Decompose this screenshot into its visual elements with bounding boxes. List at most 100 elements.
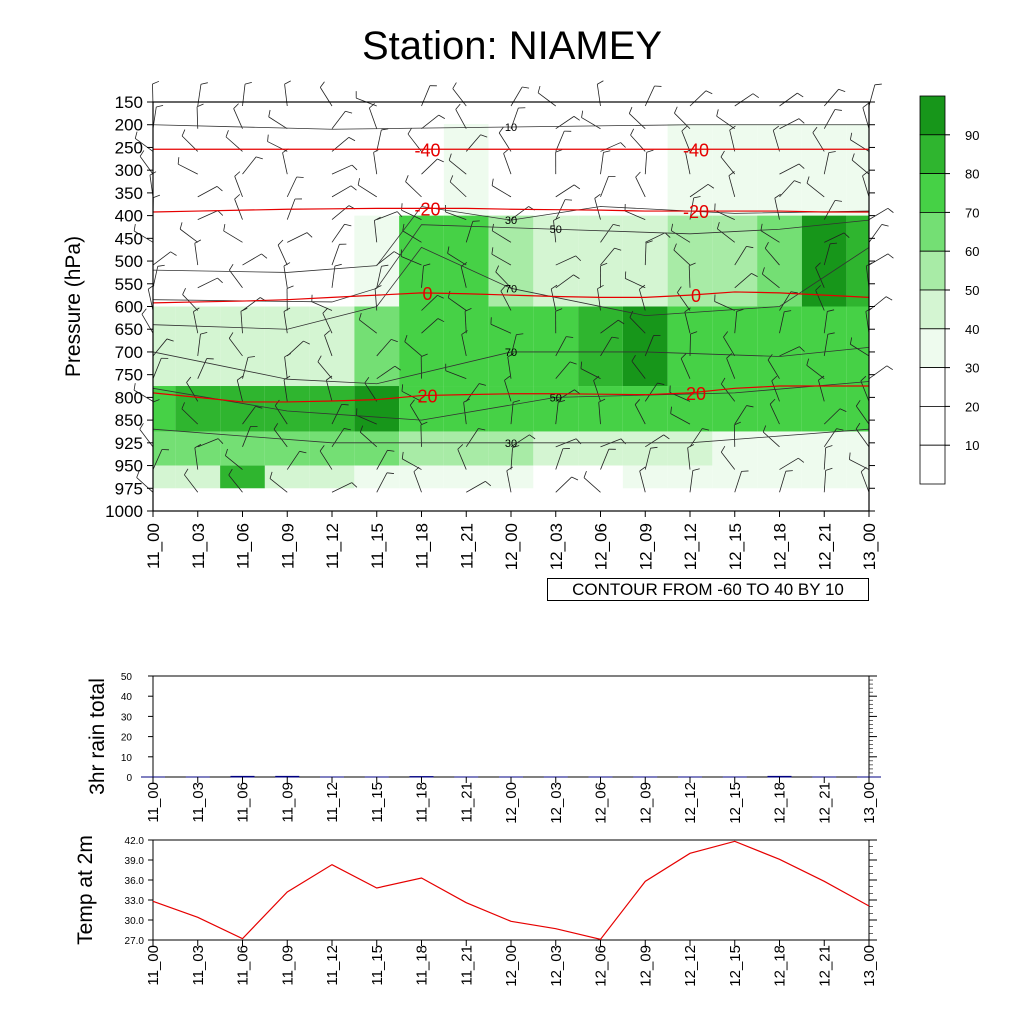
rh-cell: [175, 215, 221, 307]
temp2m-line: [152, 840, 870, 941]
y-tick-label: 250: [115, 138, 143, 157]
wind-barb-flag: [283, 307, 291, 312]
wind-barb-flag: [498, 127, 504, 134]
wind-barb: [331, 110, 346, 129]
wind-barb: [764, 248, 780, 266]
wind-barb: [322, 313, 333, 334]
wind-barb: [823, 89, 839, 107]
wind-barb: [273, 428, 288, 448]
rain-y-tick-label: 10: [121, 753, 133, 764]
wind-barb-flag: [689, 262, 696, 267]
wind-barb: [331, 482, 352, 493]
wind-barb: [376, 365, 396, 379]
wind-barb: [555, 336, 567, 357]
wind-barb-flag: [369, 103, 375, 109]
wind-barb-flag: [611, 336, 619, 339]
wind-barb: [495, 271, 512, 289]
wind-barb: [760, 230, 780, 243]
wind-barb-flag: [825, 445, 833, 448]
wind-barb: [855, 428, 870, 448]
wind-barb-flag: [574, 389, 581, 395]
wind-barb: [402, 230, 422, 243]
wind-barb-flag: [267, 134, 269, 142]
wind-barb-flag: [228, 468, 233, 476]
temp-x-tick-label: 12_18: [772, 945, 789, 987]
rh-cell: [578, 386, 623, 432]
wind-barb: [225, 455, 243, 470]
wind-barb-flag: [855, 400, 861, 407]
wind-barb: [228, 474, 243, 493]
rh-cell: [153, 306, 176, 387]
rh-contour-line: [152, 428, 870, 444]
wind-barb: [689, 90, 707, 107]
wind-barb-flag: [785, 470, 793, 472]
wind-barb-flag: [299, 450, 307, 454]
rain-y-tick-label: 0: [126, 773, 132, 784]
rain-y-tick-label: 20: [121, 733, 133, 744]
rh-contour-lines: 10 30 50 70 70 50 30: [152, 122, 870, 450]
wind-barb: [197, 210, 218, 220]
rain-x-tick-label: 12_06: [593, 782, 610, 824]
rh-contour-line: [152, 347, 870, 385]
wind-barb: [465, 221, 474, 243]
x-tick-label: 11_03: [189, 523, 208, 569]
wind-barb: [779, 92, 798, 107]
colorbar-label: 10: [965, 438, 979, 453]
wind-barb: [671, 230, 691, 243]
wind-barb-flag: [152, 80, 160, 85]
wind-barb-flag: [351, 164, 358, 171]
temp-y-tick-label: 36.0: [125, 876, 145, 887]
wind-barb: [374, 220, 378, 243]
wind-barb: [812, 132, 825, 152]
wind-barb-flag: [506, 466, 513, 472]
y-tick-label: 550: [115, 275, 143, 294]
wind-barb-flag: [286, 285, 294, 289]
wind-barb: [716, 115, 735, 130]
wind-barb-flag: [396, 211, 403, 218]
wind-barb-flag: [516, 333, 524, 335]
colorbar-label: 60: [965, 244, 979, 259]
rh-cell: [153, 465, 176, 489]
colorbar-box: [919, 367, 946, 407]
wind-barb-flag: [233, 103, 239, 109]
rh-cell: [399, 465, 444, 489]
wind-barb: [447, 253, 467, 266]
wind-barb: [673, 249, 691, 266]
wind-barb-flag: [341, 403, 349, 406]
x-tick-label: 11_09: [278, 523, 297, 569]
wind-barb-flag: [409, 399, 415, 406]
rh-cell: [309, 306, 355, 387]
temp-x-tick-label: 12_15: [727, 945, 744, 987]
wind-barb-flag: [769, 398, 776, 405]
wind-barb: [233, 108, 243, 129]
wind-barb-flag: [670, 223, 674, 231]
rh-cell: [220, 124, 265, 216]
rh-cell: [622, 465, 668, 489]
wind-barb: [465, 383, 480, 402]
rh-cell: [533, 215, 579, 307]
wind-barb-flag: [217, 210, 224, 216]
wind-barb-flag: [693, 196, 701, 199]
temp-x-tick-label: 11_03: [190, 945, 207, 986]
temp-contour-label: 0: [422, 284, 432, 304]
temp-x-tick-label: 12_06: [593, 945, 610, 987]
wind-barb: [421, 265, 424, 288]
wind-barb-flag: [575, 255, 582, 262]
wind-barb-flag: [752, 93, 759, 99]
rh-cell: [354, 465, 400, 489]
wind-barb-flag: [463, 398, 471, 403]
temp-y-axis-label: Temp at 2m: [74, 835, 97, 945]
wind-barb-flag: [386, 472, 394, 474]
wind-barb: [376, 450, 388, 470]
x-tick-label: 12_18: [771, 523, 790, 570]
x-tick-label: 11_06: [234, 523, 253, 569]
wind-barb: [152, 338, 168, 357]
wind-barb-flag: [670, 406, 672, 414]
rh-cell: [264, 431, 310, 466]
wind-barb-flag: [133, 383, 136, 391]
wind-barb: [147, 288, 154, 311]
wind-barb-flag: [764, 241, 769, 249]
wind-barb-flag: [500, 285, 506, 292]
y-tick-label: 800: [115, 388, 143, 407]
wind-barb-flag: [551, 284, 558, 290]
